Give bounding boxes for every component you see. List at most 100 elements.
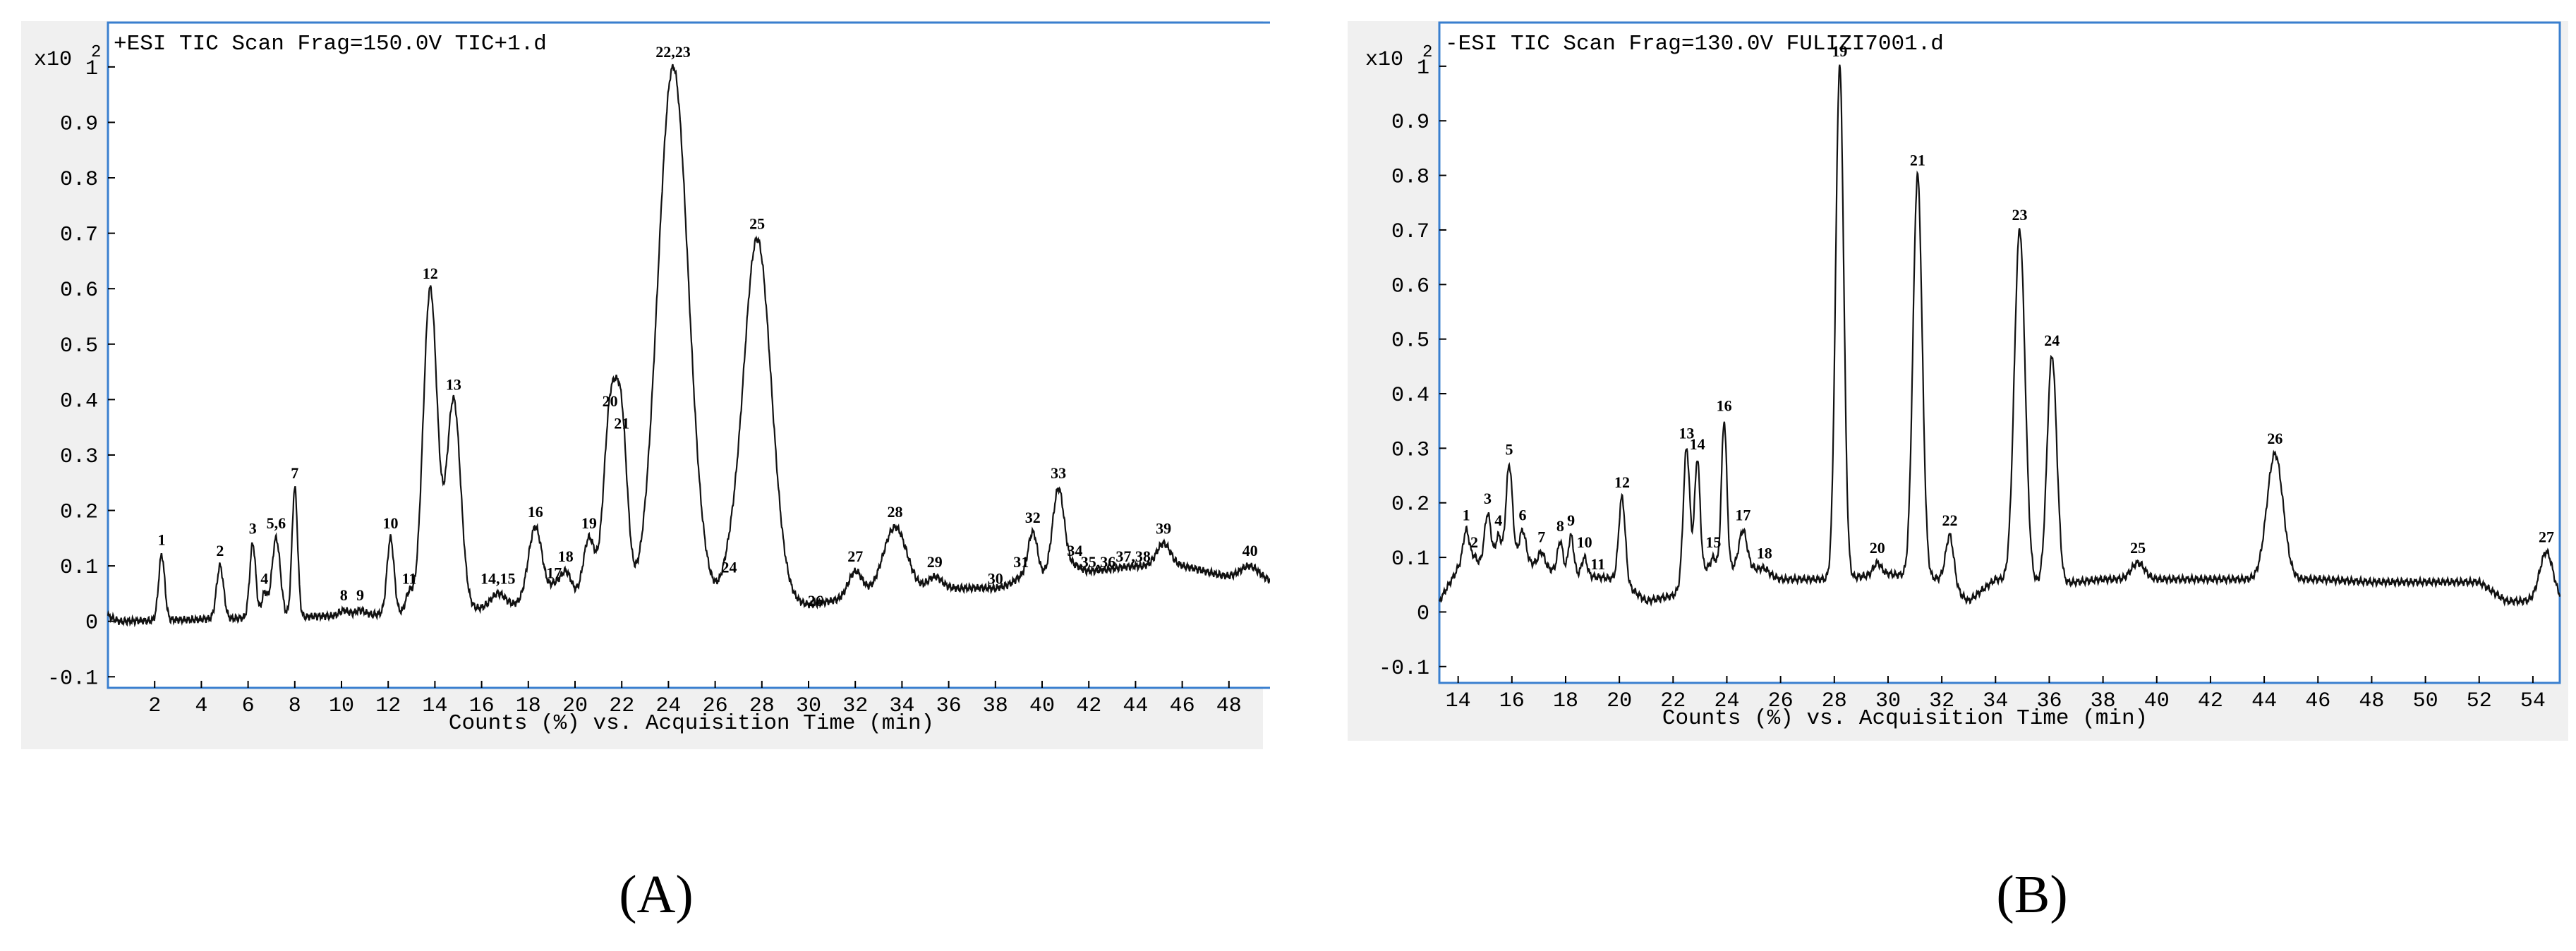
peak-label: 32 [1025,509,1041,526]
peak-label: 28 [887,503,902,521]
x-tick-label: 2 [148,694,161,718]
x-tick-label: 46 [2305,689,2330,713]
peak-label: 11 [402,569,417,587]
peak-label: 2 [1470,533,1478,551]
peak-label: 22,23 [655,43,691,61]
peak-label: 18 [1757,545,1772,562]
peak-label: 24 [721,559,737,576]
y-tick-label: 0.7 [1391,220,1429,244]
peak-label: 22 [1942,511,1958,529]
peak-label: 17 [546,564,562,582]
x-tick-label: 18 [516,694,541,718]
y-tick-label: 0.9 [1391,111,1429,135]
peak-label: 34 [1067,542,1082,559]
y-tick-label: 0.9 [60,112,98,136]
tic-trace [107,63,1270,628]
x-tick-label: 48 [1216,694,1242,718]
peak-label: 17 [1735,506,1750,523]
x-tick-label: 34 [889,694,914,718]
peak-label: 12 [1614,473,1630,491]
scale-factor-exponent: 2 [1422,43,1432,62]
x-tick-label: 20 [1607,689,1632,713]
x-tick-label: 30 [796,694,821,718]
x-tick-label: 4 [195,694,207,718]
peak-label: 13 [446,375,461,393]
x-tick-label: 24 [655,694,681,718]
x-tick-label: 44 [1123,694,1148,718]
peak-label: 1 [158,531,166,548]
peak-label: 8 [340,586,348,604]
peak-label: 24 [2044,332,2060,349]
peak-label: 7 [291,464,298,482]
chart-panel-a: +ESI TIC Scan Frag=150.0V TIC+1.d x10 2 -0.… [0,0,1270,951]
x-tick-label: 22 [609,694,634,718]
y-tick-label: 0.2 [1391,493,1429,517]
peak-label: 11 [1590,555,1605,573]
x-tick-label: 46 [1170,694,1195,718]
x-tick-label: 36 [2036,689,2062,713]
peak-label: 14 [1690,435,1705,453]
y-tick-label: 0.2 [60,501,98,525]
x-tick-label: 28 [1822,689,1847,713]
peak-label: 2 [216,542,224,559]
x-tick-label: 34 [1983,689,2008,713]
peak-label: 19 [581,514,597,532]
peak-label: 31 [1013,553,1029,571]
y-tick-label: 0.6 [60,279,98,303]
scale-factor-label: x10 [1365,48,1403,72]
x-tick-label: 20 [562,694,588,718]
peak-label: 29 [927,553,943,571]
x-tick-label: 6 [242,694,255,718]
chromatogram-b: -ESI TIC Scan Frag=130.0V FULIZI7001.d x1… [1348,21,2568,741]
x-tick-label: 24 [1714,689,1739,713]
y-tick-label: -0.1 [47,667,98,691]
y-tick-label: 0.1 [1391,547,1429,571]
x-tick-label: 16 [1499,689,1525,713]
y-tick-label: 0.3 [1391,438,1429,462]
chart-title: +ESI TIC Scan Frag=150.0V TIC+1.d [114,32,547,56]
y-tick-label: 0.5 [1391,329,1429,353]
peak-label: 3 [1484,490,1492,507]
peak-label: 40 [1242,542,1258,559]
x-axis-label: Counts (%) vs. Acquisition Time (min) [1662,706,2148,731]
peak-label: 7 [1537,528,1545,545]
peak-label: 16 [1717,397,1732,415]
y-tick-label: 0.5 [60,334,98,358]
y-tick-label: 1 [85,57,98,81]
peak-label: 35,36 [1081,553,1116,571]
x-tick-label: 26 [703,694,728,718]
peak-label: 26 [2267,430,2282,447]
peak-label: 12 [423,265,438,282]
x-tick-label: 32 [1929,689,1954,713]
x-tick-label: 14 [422,694,447,718]
x-tick-label: 38 [2091,689,2116,713]
y-tick-label: 0.4 [60,389,98,413]
x-tick-label: 32 [842,694,868,718]
peak-label: 4 [1494,511,1502,529]
peak-label: 14,15 [480,569,516,587]
peak-label: 25 [2130,539,2146,557]
peak-label: 21 [614,414,629,432]
peak-label: 39 [1156,520,1171,538]
panel-label-b: (B) [1996,865,2068,924]
x-tick-label: 54 [2520,689,2546,713]
chart-panel-b: -ESI TIC Scan Frag=130.0V FULIZI7001.d x1… [1341,0,2576,951]
peak-label: 23 [2012,206,2028,224]
peak-label: 5,6 [267,514,286,532]
x-tick-label: 40 [2144,689,2170,713]
x-tick-label: 22 [1660,689,1686,713]
peak-label: 37,38 [1115,547,1151,565]
peak-label: 4 [260,569,268,587]
x-tick-label: 26 [1768,689,1794,713]
peak-label: 19 [1832,42,1847,60]
x-tick-label: 18 [1553,689,1578,713]
plot-area [1438,21,2561,684]
peak-label: 5 [1506,441,1513,459]
x-tick-label: 38 [983,694,1008,718]
x-tick-label: 8 [289,694,301,718]
peak-label: 18 [558,547,574,565]
peak-label: 3 [249,520,257,538]
peak-label: 6 [1519,506,1527,523]
peak-label: 25 [749,214,765,232]
x-tick-label: 14 [1446,689,1471,713]
